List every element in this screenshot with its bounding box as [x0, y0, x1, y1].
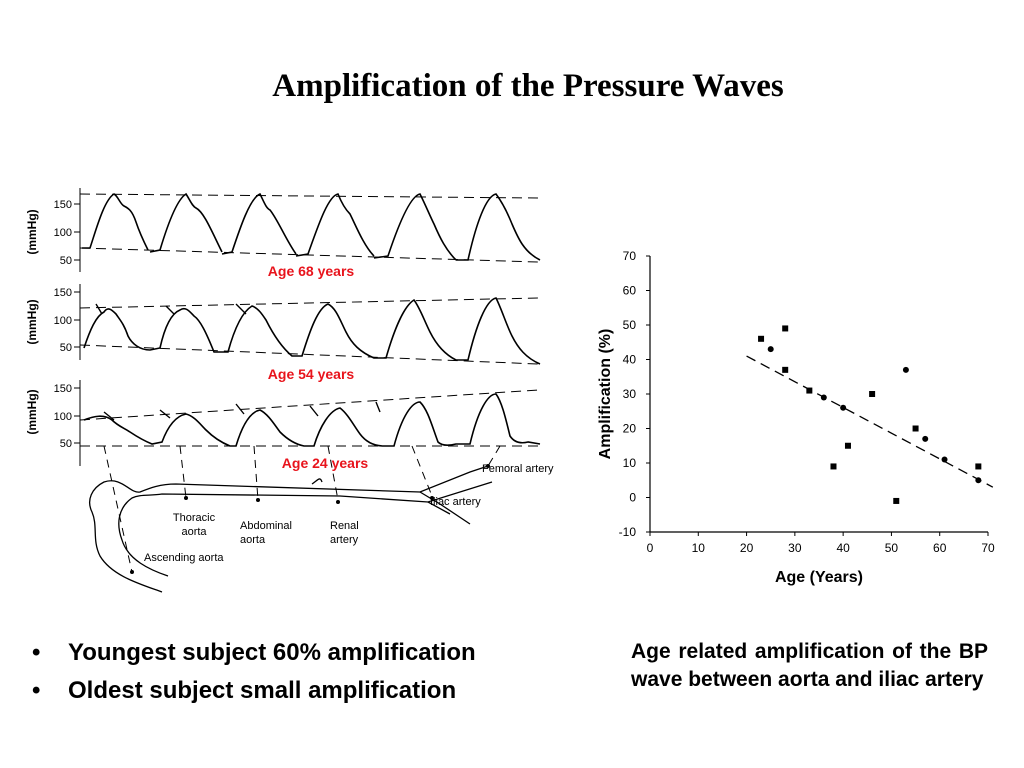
- x-tick-label: 10: [692, 541, 706, 555]
- y-tick-label: 0: [629, 491, 636, 505]
- data-point-circle: [767, 346, 774, 353]
- panel-age-24: 150 100 50 (mmHg) Age 24 years: [25, 380, 541, 471]
- panel-age-54: 150 100 50 (mmHg) Age 54 years: [25, 284, 541, 382]
- y-tick-label: 20: [623, 422, 637, 436]
- y-tick-150: 150: [54, 287, 72, 299]
- data-point-square: [893, 497, 900, 504]
- label-renal-artery-2: artery: [330, 534, 359, 546]
- y-tick-label: 50: [623, 318, 637, 332]
- y-tick-50: 50: [60, 342, 72, 354]
- y-tick-label: -10: [619, 525, 637, 539]
- label-ascending-aorta: Ascending aorta: [144, 552, 224, 564]
- label-thoracic-aorta-2: aorta: [181, 526, 207, 538]
- x-tick-label: 40: [836, 541, 850, 555]
- age-label-24: Age 24 years: [282, 455, 369, 471]
- data-point-circle: [975, 477, 982, 484]
- data-point-square: [782, 325, 789, 332]
- age-label-54: Age 54 years: [268, 366, 355, 382]
- data-point-square: [912, 425, 919, 432]
- y-axis-label: Amplification (%): [597, 329, 614, 460]
- chart-caption: Age related amplification of the BP wave…: [631, 640, 988, 691]
- y-tick-label: 40: [623, 353, 637, 367]
- label-thoracic-aorta-1: Thoracic: [173, 512, 216, 524]
- bullet-item: • Youngest subject 60% amplification: [30, 634, 476, 672]
- y-tick-150: 150: [54, 383, 72, 395]
- data-point-circle: [941, 456, 948, 463]
- data-point-square: [869, 391, 876, 397]
- y-tick-label: 60: [623, 284, 637, 298]
- y-tick-label: 70: [623, 249, 637, 263]
- bullet-item: • Oldest subject small amplification: [30, 672, 476, 710]
- x-tick-label: 0: [647, 541, 654, 555]
- data-point-circle: [840, 404, 847, 411]
- panel-age-68: 150 100 50 (mmHg) Age 68 years: [25, 188, 541, 279]
- bullet-text: Oldest subject small amplification: [68, 677, 457, 704]
- y-tick-100: 100: [54, 227, 72, 239]
- data-point-square: [830, 463, 837, 470]
- data-point-square: [806, 387, 813, 394]
- x-tick-label: 50: [885, 541, 899, 555]
- x-axis-label: Age (Years): [775, 569, 863, 586]
- data-points: [758, 325, 982, 504]
- y-axis-ticks: 70 60 50 40 30 20 10 0 -10: [619, 249, 650, 539]
- label-renal-artery-1: Renal: [330, 520, 359, 532]
- x-tick-label: 20: [740, 541, 754, 555]
- label-abdominal-aorta-1: Abdominal: [240, 520, 292, 532]
- data-point-circle: [902, 366, 909, 373]
- y-tick-150: 150: [54, 199, 72, 211]
- y-tick-label: 10: [623, 456, 637, 470]
- unit-label: (mmHg): [25, 389, 39, 434]
- label-iliac-artery: Iliac artery: [430, 496, 481, 508]
- y-tick-label: 30: [623, 387, 637, 401]
- data-point-square: [844, 442, 851, 449]
- bullet-dot-icon: •: [32, 677, 41, 704]
- x-axis-ticks: 0 10 20 30 40 50 60 70: [647, 532, 995, 555]
- age-label-68: Age 68 years: [268, 263, 355, 279]
- y-tick-100: 100: [54, 315, 72, 327]
- x-tick-label: 60: [933, 541, 947, 555]
- data-point-circle: [820, 394, 827, 401]
- data-point-circle: [922, 435, 929, 442]
- pressure-waves-figure: 150 100 50 (mmHg) Age 68 years 150 100 5…: [25, 188, 554, 593]
- data-point-square: [782, 366, 789, 373]
- measurement-site-dots: [130, 464, 490, 574]
- label-femoral-artery: Femoral artery: [482, 463, 554, 475]
- y-tick-50: 50: [60, 255, 72, 267]
- site-connectors: [103, 445, 501, 573]
- x-tick-label: 30: [788, 541, 802, 555]
- bullet-list: • Youngest subject 60% amplification • Old…: [30, 634, 476, 710]
- slide-title: Amplification of the Pressure Waves: [272, 68, 784, 104]
- data-point-square: [758, 335, 765, 342]
- bullet-dot-icon: •: [32, 639, 41, 666]
- bullet-text: Youngest subject 60% amplification: [68, 639, 476, 666]
- amplification-scatter-chart: 70 60 50 40 30 20 10 0 -10 0 10 20 30 40 50 60 70 Age (…: [597, 249, 995, 586]
- label-abdominal-aorta-2: aorta: [240, 534, 266, 546]
- unit-label: (mmHg): [25, 209, 39, 254]
- arterial-tree-diagram: [89, 465, 493, 593]
- unit-label: (mmHg): [25, 299, 39, 344]
- trendline: [746, 355, 994, 488]
- y-tick-50: 50: [60, 438, 72, 450]
- x-tick-label: 70: [981, 541, 995, 555]
- trendline-line: [746, 355, 994, 488]
- y-tick-100: 100: [54, 411, 72, 423]
- data-point-square: [975, 463, 982, 470]
